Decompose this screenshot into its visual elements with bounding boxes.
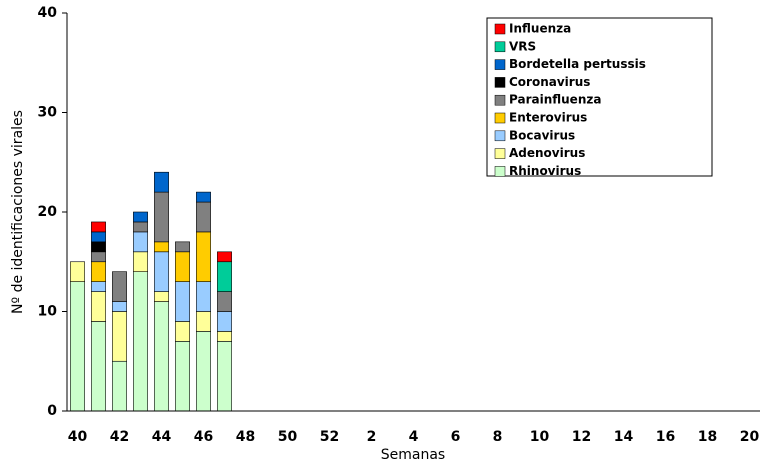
y-tick-label: 10 — [38, 304, 58, 320]
bar-segment — [133, 221, 148, 233]
x-tick-label: 48 — [236, 429, 255, 445]
bar-segment — [91, 261, 106, 282]
bar-segment — [112, 360, 127, 412]
bar-segment — [91, 251, 106, 263]
x-tick-label: 12 — [572, 429, 591, 445]
legend-label: Bocavirus — [509, 128, 575, 142]
legend-label: Adenovirus — [509, 146, 585, 160]
bar-segment — [196, 201, 211, 233]
legend-label: Influenza — [509, 22, 571, 36]
bar-segment — [175, 341, 190, 412]
bar-segment — [154, 171, 169, 193]
bar-segment — [175, 251, 190, 282]
bar-segment — [196, 191, 211, 203]
bar-segment — [154, 191, 169, 243]
y-tick-label: 30 — [38, 105, 58, 121]
legend-swatch — [494, 59, 506, 70]
legend-box — [486, 17, 713, 177]
bar-segment — [154, 301, 169, 412]
bar-segment — [196, 281, 211, 312]
bar-segment — [91, 281, 106, 292]
legend-swatch — [494, 166, 506, 177]
bar-segment — [112, 301, 127, 312]
bar-segment — [154, 251, 169, 292]
bar-segment — [175, 321, 190, 342]
x-tick-label: 40 — [68, 429, 88, 445]
x-axis-label: Semanas — [381, 447, 445, 463]
x-tick-label: 52 — [320, 429, 339, 445]
x-tick-label: 4 — [409, 429, 419, 445]
x-tick-label: 20 — [740, 429, 760, 445]
bar-segment — [133, 271, 148, 412]
legend-label: Enterovirus — [509, 111, 587, 125]
bar-segment — [196, 331, 211, 412]
bar-segment — [175, 241, 190, 253]
bar-segment — [70, 281, 85, 412]
legend-swatch — [494, 41, 506, 53]
bar-segment — [217, 311, 232, 332]
legend-swatch — [494, 130, 506, 142]
legend-label: VRS — [509, 39, 536, 53]
bar-segment — [217, 251, 232, 263]
bar-segment — [70, 261, 85, 282]
bar-segment — [133, 231, 148, 253]
bar-segment — [91, 241, 106, 253]
x-tick-label: 44 — [152, 429, 172, 445]
legend-label: Parainfluenza — [509, 93, 601, 107]
bar-segment — [91, 291, 106, 322]
x-tick-label: 14 — [614, 429, 634, 445]
y-tick-label: 0 — [47, 403, 57, 419]
bar-segment — [217, 331, 232, 342]
legend-swatch — [494, 112, 506, 124]
y-tick-label: 40 — [38, 5, 58, 21]
bar-segment — [91, 231, 106, 243]
bar-segment — [154, 291, 169, 302]
x-tick-label: 16 — [656, 429, 675, 445]
bar-segment — [196, 311, 211, 332]
bar-segment — [217, 261, 232, 292]
x-tick-label: 46 — [194, 429, 213, 445]
bar-segment — [217, 341, 232, 412]
y-axis-label: Nº de identificaciones virales — [10, 110, 26, 314]
bar-segment — [217, 291, 232, 312]
x-tick-label: 2 — [367, 429, 377, 445]
x-tick-label: 18 — [698, 429, 717, 445]
legend-label: Rhinovirus — [509, 164, 581, 178]
x-tick-label: 42 — [110, 429, 129, 445]
legend-swatch — [494, 23, 506, 35]
x-tick-label: 50 — [278, 429, 298, 445]
legend-label: Coronavirus — [509, 75, 590, 89]
y-tick-label: 20 — [38, 204, 58, 220]
legend-swatch — [494, 148, 506, 159]
bar-segment — [133, 251, 148, 273]
bar-segment — [154, 241, 169, 253]
bar-segment — [91, 221, 106, 233]
bar-segment — [112, 311, 127, 362]
bar-segment — [175, 281, 190, 322]
x-tick-label: 6 — [451, 429, 461, 445]
legend-swatch — [494, 77, 506, 88]
bar-segment — [196, 231, 211, 282]
bar-segment — [133, 211, 148, 223]
legend-label: Bordetella pertussis — [509, 57, 646, 71]
bar-segment — [112, 271, 127, 302]
x-tick-label: 8 — [493, 429, 503, 445]
x-tick-label: 10 — [530, 429, 550, 445]
bar-segment — [91, 321, 106, 412]
legend-swatch — [494, 94, 506, 106]
